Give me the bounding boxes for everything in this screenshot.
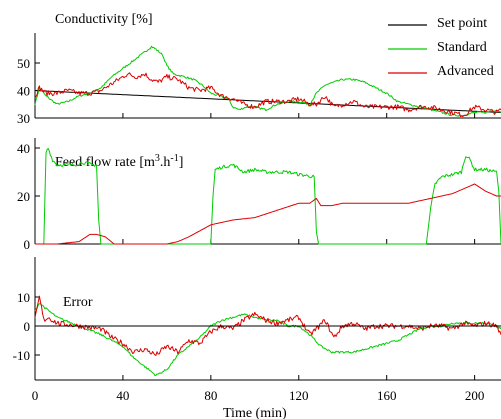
series-line-advanced (34, 72, 501, 118)
series-line-standard (34, 45, 501, 117)
x-tick-label: 0 (32, 388, 39, 403)
y-tick-label: 30 (17, 111, 30, 126)
x-tick-label: 40 (116, 388, 129, 403)
x-tick-label: 160 (377, 388, 397, 403)
y-tick-label: 40 (17, 141, 30, 156)
panel-1: 30 40 50 (17, 33, 501, 126)
series-line-standard (34, 303, 501, 376)
x-tick-label: 80 (204, 388, 217, 403)
legend: Set point Standard Advanced (388, 16, 494, 79)
series-line-set-point (34, 90, 501, 113)
series-line-advanced (34, 295, 501, 356)
x-axis-label: Time (min) (223, 406, 287, 419)
y-tick-label: 10 (17, 290, 30, 305)
x-tick-label: 120 (289, 388, 309, 403)
y-tick-label: 0 (24, 319, 31, 334)
y-tick-label: 0 (24, 237, 31, 252)
legend-label-standard: Standard (437, 40, 487, 55)
panel-title-feed-flow: Feed flow rate [m3.h-1] (55, 153, 183, 170)
y-tick-label: 50 (17, 56, 30, 71)
x-tick-label: 200 (465, 388, 485, 403)
y-tick-label: 40 (17, 84, 30, 99)
panel-title-conductivity: Conductivity [%] (55, 12, 153, 27)
y-tick-label: -10 (13, 348, 30, 363)
legend-label-setpoint: Set point (437, 16, 487, 31)
series-line-standard (35, 148, 501, 245)
panel-2: 0 20 40 (17, 138, 501, 252)
panel-title-error: Error (63, 295, 93, 310)
panel-3: -10 0 10 (13, 257, 501, 381)
y-tick-label: 20 (17, 189, 30, 204)
plot-layer: 30 40 50 0 20 40 -10 0 10 0 40 80 120 160 200 (13, 33, 501, 403)
legend-label-advanced: Advanced (437, 64, 494, 79)
series-line-advanced (35, 183, 501, 245)
